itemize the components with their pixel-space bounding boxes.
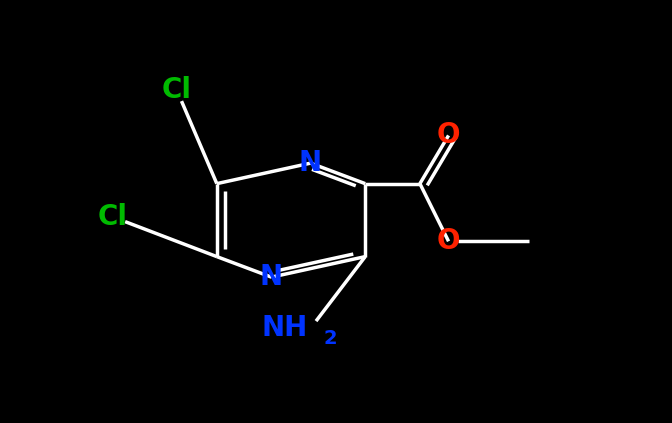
Text: 2: 2: [323, 329, 337, 348]
Text: NH: NH: [261, 314, 308, 342]
Text: O: O: [437, 227, 460, 255]
Text: N: N: [260, 263, 283, 291]
Text: N: N: [299, 149, 322, 177]
Text: O: O: [437, 121, 460, 149]
Text: Cl: Cl: [97, 203, 128, 231]
Text: Cl: Cl: [162, 76, 192, 104]
